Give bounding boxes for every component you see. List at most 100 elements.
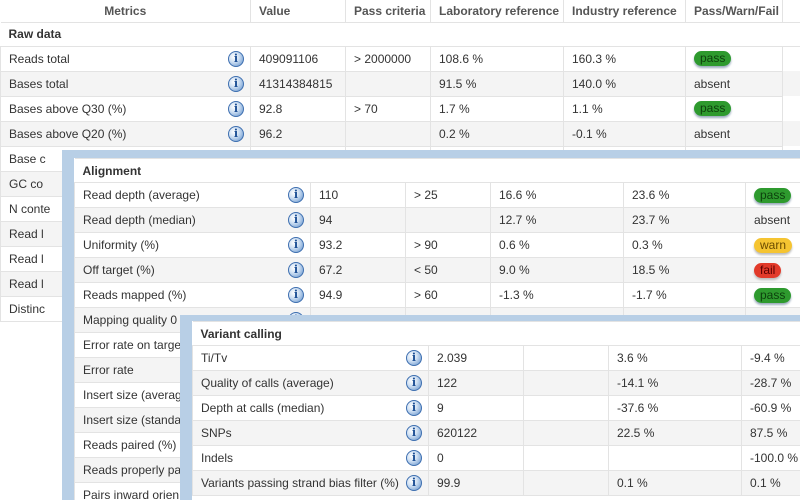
col-lab-reference[interactable]: Laboratory reference	[430, 0, 564, 23]
metric-cell: Ti/Tv i	[192, 345, 429, 371]
criteria-cell	[523, 345, 609, 371]
lab-reference-cell: 91.5 %	[430, 70, 564, 97]
table-row: Read depth (average) i 110 > 25 16.6 % 23.6 %…	[74, 182, 800, 208]
value-cell: 2.039	[428, 345, 524, 371]
metric-label: Insert size (averag	[83, 388, 182, 402]
value-cell: 96.2	[250, 120, 346, 147]
criteria-cell	[405, 207, 491, 233]
info-icon[interactable]: i	[288, 212, 304, 228]
col-industry-reference[interactable]: Industry reference	[563, 0, 686, 23]
industry-reference-cell: 23.7 %	[623, 207, 746, 233]
status-text: absent	[754, 213, 791, 227]
section-title: Raw data	[0, 21, 800, 47]
variant-calling-table: Variant calling Ti/Tv i 2.039 3.6 % -9.4 % Qua…	[192, 321, 800, 496]
warn-badge: warn	[754, 237, 793, 253]
metric-label: Off target (%)	[83, 263, 155, 277]
table-row: Read depth (median) i 94 12.7 % 23.7 % absent	[74, 207, 800, 233]
info-icon[interactable]: i	[406, 400, 422, 416]
metric-label: Read l	[9, 251, 44, 266]
col-metrics[interactable]: Metrics	[0, 0, 251, 23]
industry-reference-cell: 0.3 %	[623, 232, 746, 258]
info-icon[interactable]: i	[288, 187, 304, 203]
industry-reference-cell: 87.5 %	[740, 420, 800, 446]
industry-reference-cell: 0.1 %	[740, 470, 800, 496]
table-row: Quality of calls (average) i 122 -14.1 % -28…	[192, 370, 800, 396]
section-header: Variant calling	[192, 321, 800, 346]
metric-cell: Bases above Q30 (%) i	[0, 95, 251, 122]
metric-label: Read depth (median)	[83, 213, 196, 227]
metric-label: Insert size (standa	[83, 413, 182, 427]
status-cell: absent	[685, 120, 783, 147]
criteria-cell: > 70	[345, 95, 431, 122]
col-spacer	[783, 0, 800, 22]
status-cell: pass	[685, 45, 783, 72]
metric-label: Reads mapped (%)	[83, 288, 187, 302]
col-status[interactable]: Pass/Warn/Fail	[685, 0, 783, 23]
table-row: Reads mapped (%) i 94.9 > 60 -1.3 % -1.7 % pas…	[74, 282, 800, 308]
col-value[interactable]: Value	[250, 0, 346, 23]
table-row: Variants passing strand bias filter (%) i…	[192, 470, 800, 496]
metric-cell: Bases above Q20 (%) i	[0, 120, 251, 147]
metric-cell: Bases total i	[0, 70, 251, 97]
info-icon[interactable]: i	[406, 375, 422, 391]
value-cell: 620122	[428, 420, 524, 446]
metric-label: Quality of calls (average)	[201, 376, 334, 390]
metric-cell: Indels i	[192, 445, 429, 471]
table-row: Off target (%) i 67.2 < 50 9.0 % 18.5 % fail	[74, 257, 800, 283]
criteria-cell	[523, 445, 609, 471]
table-row: Reads total i 409091106 > 2000000 108.6 % 160…	[0, 45, 800, 72]
section-title: Variant calling	[192, 321, 800, 346]
industry-reference-cell: -100.0 %	[740, 445, 800, 471]
info-icon[interactable]: i	[228, 50, 244, 67]
metric-label: Error rate on targe	[83, 338, 182, 352]
metric-cell: Uniformity (%) i	[74, 232, 311, 258]
info-icon[interactable]: i	[288, 237, 304, 253]
metric-label: Base c	[9, 151, 46, 166]
metric-label: Read depth (average)	[83, 188, 200, 202]
info-icon[interactable]: i	[406, 450, 422, 466]
metric-label: Read l	[9, 276, 44, 291]
criteria-cell: > 60	[405, 282, 491, 308]
info-icon[interactable]: i	[406, 350, 422, 366]
industry-reference-cell: -60.9 %	[740, 395, 800, 421]
status-cell: absent	[744, 207, 800, 233]
metric-cell: Reads mapped (%) i	[74, 282, 311, 308]
value-cell: 0	[428, 445, 524, 471]
lab-reference-cell: -37.6 %	[608, 395, 742, 421]
section-header: Raw data	[0, 21, 800, 47]
metric-label: Reads total	[9, 51, 70, 66]
info-icon[interactable]: i	[288, 287, 304, 303]
section-header: Alignment	[74, 158, 800, 183]
metric-label: GC co	[9, 176, 44, 191]
info-icon[interactable]: i	[288, 262, 304, 278]
info-icon[interactable]: i	[228, 75, 244, 92]
value-cell: 409091106	[250, 45, 346, 72]
table-row: Ti/Tv i 2.039 3.6 % -9.4 %	[192, 345, 800, 371]
value-cell: 99.9	[428, 470, 524, 496]
industry-reference-cell: 23.6 %	[623, 182, 746, 208]
lab-reference-cell: 9.0 %	[490, 257, 624, 283]
status-cell: fail	[744, 257, 800, 283]
metric-cell: SNPs i	[192, 420, 429, 446]
metric-label: Read l	[9, 226, 44, 241]
criteria-cell	[523, 420, 609, 446]
info-icon[interactable]: i	[228, 125, 244, 142]
col-pass-criteria[interactable]: Pass criteria	[345, 0, 431, 23]
value-cell: 122	[428, 370, 524, 396]
value-cell: 110	[310, 182, 406, 208]
info-icon[interactable]: i	[406, 425, 422, 441]
criteria-cell: > 2000000	[345, 45, 431, 72]
pass-badge: pass	[754, 187, 792, 203]
industry-reference-cell: -28.7 %	[740, 370, 800, 396]
spacer-cell	[782, 96, 800, 121]
table-row: Bases above Q30 (%) i 92.8 > 70 1.7 % 1.1 % pa…	[0, 95, 800, 122]
status-cell: warn	[744, 232, 800, 258]
metric-label: N conte	[9, 201, 51, 216]
table-row: Bases above Q20 (%) i 96.2 0.2 % -0.1 % absen…	[0, 120, 800, 147]
metric-cell: Depth at calls (median) i	[192, 395, 429, 421]
info-icon[interactable]: i	[228, 100, 244, 117]
criteria-cell: > 90	[405, 232, 491, 258]
metric-cell: Reads total i	[0, 45, 251, 72]
lab-reference-cell: 108.6 %	[430, 45, 564, 72]
info-icon[interactable]: i	[406, 475, 422, 491]
